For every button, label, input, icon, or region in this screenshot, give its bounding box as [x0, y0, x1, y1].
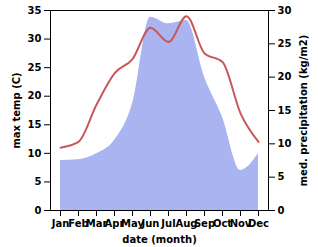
svg-text:25: 25 [28, 62, 42, 73]
svg-text:Feb: Feb [68, 217, 89, 229]
svg-text:10: 10 [278, 138, 292, 149]
svg-text:max temp (C): max temp (C) [11, 72, 22, 148]
svg-text:20: 20 [278, 71, 292, 82]
svg-text:Nov: Nov [229, 217, 252, 229]
svg-text:0: 0 [35, 205, 42, 216]
svg-text:Mar: Mar [85, 217, 108, 229]
svg-text:5: 5 [35, 176, 42, 187]
svg-text:Jan: Jan [51, 218, 70, 229]
svg-text:May: May [121, 217, 144, 229]
svg-text:20: 20 [28, 90, 42, 101]
svg-text:Dec: Dec [248, 218, 269, 229]
svg-text:date (month): date (month) [122, 234, 196, 245]
svg-text:0: 0 [278, 205, 285, 216]
svg-text:med. precipitation (kg/m2): med. precipitation (kg/m2) [298, 35, 309, 187]
svg-text:15: 15 [278, 105, 292, 116]
svg-text:Jul: Jul [160, 218, 175, 229]
svg-text:5: 5 [278, 171, 285, 182]
svg-text:Oct: Oct [212, 217, 233, 229]
svg-text:30: 30 [28, 33, 42, 44]
svg-text:Jun: Jun [141, 218, 160, 229]
svg-text:15: 15 [28, 119, 42, 130]
svg-text:10: 10 [28, 148, 42, 159]
svg-text:35: 35 [28, 5, 42, 16]
svg-text:Aug: Aug [175, 217, 198, 229]
svg-text:30: 30 [278, 5, 292, 16]
svg-text:25: 25 [278, 38, 292, 49]
svg-text:Apr: Apr [104, 217, 125, 229]
svg-text:Sep: Sep [194, 218, 215, 229]
